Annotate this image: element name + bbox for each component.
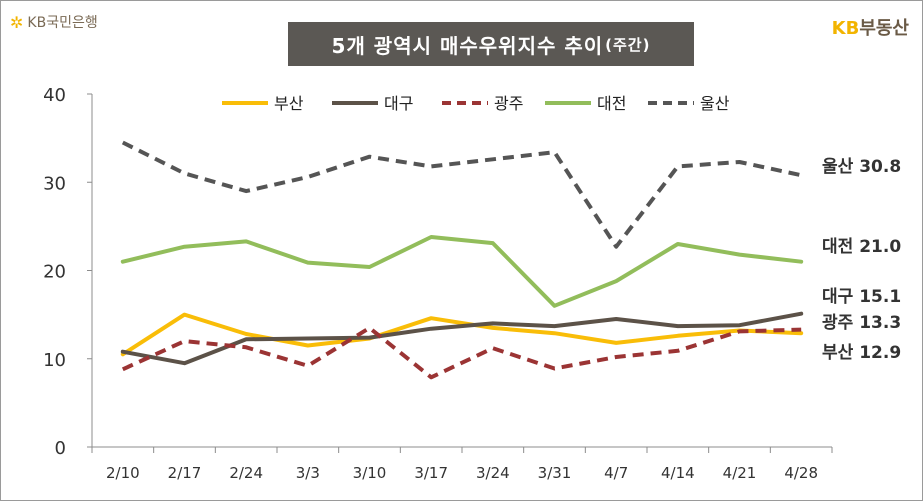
end-label-대구: 대구 15.1	[822, 287, 901, 307]
end-label-value: 21.0	[859, 237, 901, 257]
x-tick-label: 2/24	[229, 464, 263, 482]
x-tick-label: 4/14	[661, 464, 695, 482]
chart-title-main: 5개 광역시 매수우위지수 추이	[331, 33, 604, 58]
legend-label-울산: 울산	[700, 94, 730, 113]
kb-bank-logo-text: KB국민은행	[27, 15, 98, 31]
x-tick-label: 2/17	[168, 464, 202, 482]
end-label-value: 13.3	[859, 313, 901, 333]
legend-label-부산: 부산	[274, 94, 304, 113]
kb-bank-logo: ✲ KB국민은행	[10, 12, 98, 32]
end-label-울산: 울산 30.8	[822, 157, 901, 177]
y-tick-label: 40	[43, 85, 66, 106]
series-line-부산	[120, 312, 804, 357]
end-label-value: 30.8	[859, 157, 901, 177]
series-line-울산	[121, 140, 802, 249]
y-tick-label: 10	[43, 350, 66, 371]
end-label-name: 광주	[822, 313, 859, 333]
series-line-대구	[120, 311, 804, 366]
x-tick-label: 3/24	[476, 464, 510, 482]
kb-realestate-logo: KB부동산	[832, 14, 909, 40]
y-tick-label: 0	[55, 438, 66, 459]
x-tick-label: 2/10	[106, 464, 140, 482]
end-label-광주: 광주 13.3	[822, 313, 901, 333]
y-tick-label: 20	[43, 262, 66, 283]
legend-label-대전: 대전	[597, 94, 626, 113]
y-tick-label: 30	[43, 173, 66, 194]
end-label-name: 울산	[822, 157, 859, 177]
end-label-부산: 부산 12.9	[822, 343, 901, 363]
end-label-대전: 대전 21.0	[822, 237, 901, 257]
kb-realestate-logo-text: 부동산	[859, 18, 909, 39]
chart-title-sub: (주간)	[605, 35, 651, 54]
end-label-value: 12.9	[859, 343, 901, 363]
x-tick-label: 4/21	[723, 464, 757, 482]
end-label-name: 대구	[822, 287, 859, 307]
x-tick-label: 4/7	[604, 464, 628, 482]
legend-label-광주: 광주	[494, 94, 523, 113]
series-line-대전	[120, 235, 804, 308]
kb-realestate-logo-kb: KB	[831, 18, 860, 39]
end-label-name: 대전	[822, 237, 859, 257]
x-tick-label: 3/10	[353, 464, 387, 482]
x-tick-label: 3/17	[414, 464, 448, 482]
end-label-value: 15.1	[859, 287, 901, 307]
x-tick-label: 3/31	[538, 464, 572, 482]
end-label-name: 부산	[822, 343, 859, 363]
kb-star-icon: ✲	[10, 12, 24, 32]
x-tick-label: 3/3	[296, 464, 320, 482]
chart-title: 5개 광역시 매수우위지수 추이 (주간)	[288, 22, 694, 66]
legend-label-대구: 대구	[384, 94, 413, 113]
series-line-광주	[121, 325, 802, 380]
x-tick-label: 4/28	[784, 464, 818, 482]
